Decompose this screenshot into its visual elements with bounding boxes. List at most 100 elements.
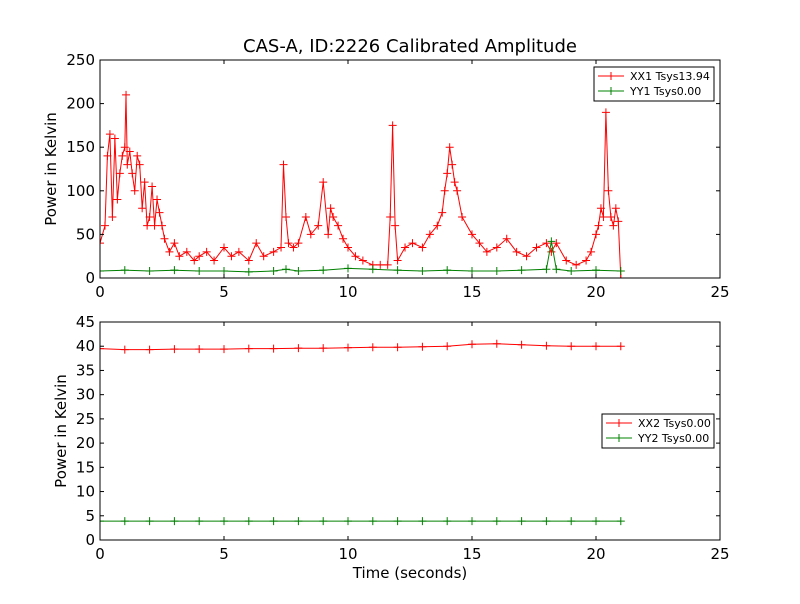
data-point <box>443 342 452 351</box>
legend-marker <box>615 419 623 427</box>
data-point <box>153 195 162 204</box>
data-point <box>190 256 199 265</box>
data-point <box>572 260 581 269</box>
x-tick-label: 20 <box>586 545 605 563</box>
legend-marker <box>607 87 615 95</box>
data-point <box>284 239 293 248</box>
data-point <box>133 151 142 160</box>
data-point <box>108 212 117 221</box>
data-point <box>368 517 377 526</box>
data-point <box>475 239 484 248</box>
data-point <box>443 517 452 526</box>
x-axis-label: Time (seconds) <box>352 564 468 582</box>
data-point <box>143 221 152 230</box>
data-point <box>443 266 452 275</box>
y-tick-label: 0 <box>85 269 95 287</box>
data-point <box>552 239 561 248</box>
data-point <box>425 230 434 239</box>
y-axis-label: Power in Kelvin <box>42 112 60 226</box>
data-point <box>122 90 131 99</box>
data-point <box>453 186 462 195</box>
x-tick-label: 10 <box>338 545 357 563</box>
data-point <box>616 517 625 526</box>
data-point <box>401 243 410 252</box>
data-point <box>269 517 278 526</box>
data-point <box>418 243 427 252</box>
y-tick-label: 0 <box>85 531 95 549</box>
data-point <box>567 267 576 276</box>
data-point <box>344 243 352 252</box>
y-tick-label: 25 <box>76 410 95 428</box>
data-point <box>120 266 129 275</box>
data-point <box>547 237 556 246</box>
data-point <box>383 260 392 269</box>
legend-box <box>593 66 715 102</box>
data-point <box>182 247 191 256</box>
data-point <box>492 517 501 526</box>
data-point <box>306 230 315 239</box>
data-point <box>105 130 114 139</box>
data-point <box>202 247 211 256</box>
series-line <box>100 343 621 351</box>
data-point <box>376 260 385 269</box>
data-point <box>601 108 610 117</box>
y-tick-label: 100 <box>66 182 95 200</box>
data-point <box>517 266 526 275</box>
data-point <box>244 517 253 526</box>
data-point <box>616 342 625 351</box>
data-point <box>567 517 576 526</box>
data-point <box>614 217 623 226</box>
data-point <box>351 252 360 261</box>
series-yy1 <box>100 237 625 276</box>
data-point <box>100 517 104 526</box>
data-point <box>220 243 228 252</box>
data-point <box>599 212 608 221</box>
data-point <box>140 178 149 187</box>
data-point <box>294 344 303 353</box>
data-point <box>596 204 605 213</box>
data-point <box>418 517 427 526</box>
legend-item: YY1 Tsys0.00 <box>598 85 701 98</box>
data-point <box>158 221 166 230</box>
data-point <box>244 344 253 353</box>
data-point <box>160 234 169 243</box>
data-point <box>418 342 427 351</box>
data-point <box>324 230 333 239</box>
y-tick-label: 35 <box>76 361 95 379</box>
data-point <box>100 221 109 230</box>
data-point <box>220 517 228 526</box>
data-point <box>344 264 352 273</box>
data-point <box>269 247 278 256</box>
y-tick-label: 250 <box>66 51 95 69</box>
data-point <box>148 182 157 191</box>
x-tick-label: 25 <box>710 545 729 563</box>
x-tick-label: 25 <box>710 283 729 301</box>
data-point <box>170 517 179 526</box>
data-point <box>282 265 290 274</box>
data-point <box>294 239 303 248</box>
x-tick-label: 0 <box>95 283 105 301</box>
data-point <box>100 239 104 248</box>
data-point <box>418 267 427 276</box>
data-point <box>195 267 204 276</box>
series-yy2 <box>100 517 625 526</box>
legend: XX2 Tsys0.00 YY2 Tsys0.00 <box>601 413 715 449</box>
data-point <box>393 517 402 526</box>
data-point <box>282 212 290 221</box>
data-point <box>319 344 328 353</box>
data-point <box>150 221 159 230</box>
plot-frame <box>99 321 721 541</box>
data-point <box>386 212 395 221</box>
data-point <box>388 121 397 130</box>
data-point <box>120 345 129 354</box>
x-tick-label: 20 <box>586 283 605 301</box>
data-point <box>195 345 204 354</box>
y-tick-label: 40 <box>76 337 95 355</box>
legend-label: XX1 Tsys13.94 <box>630 70 710 83</box>
data-point <box>368 343 377 352</box>
data-point <box>110 134 119 143</box>
data-point <box>547 247 556 256</box>
